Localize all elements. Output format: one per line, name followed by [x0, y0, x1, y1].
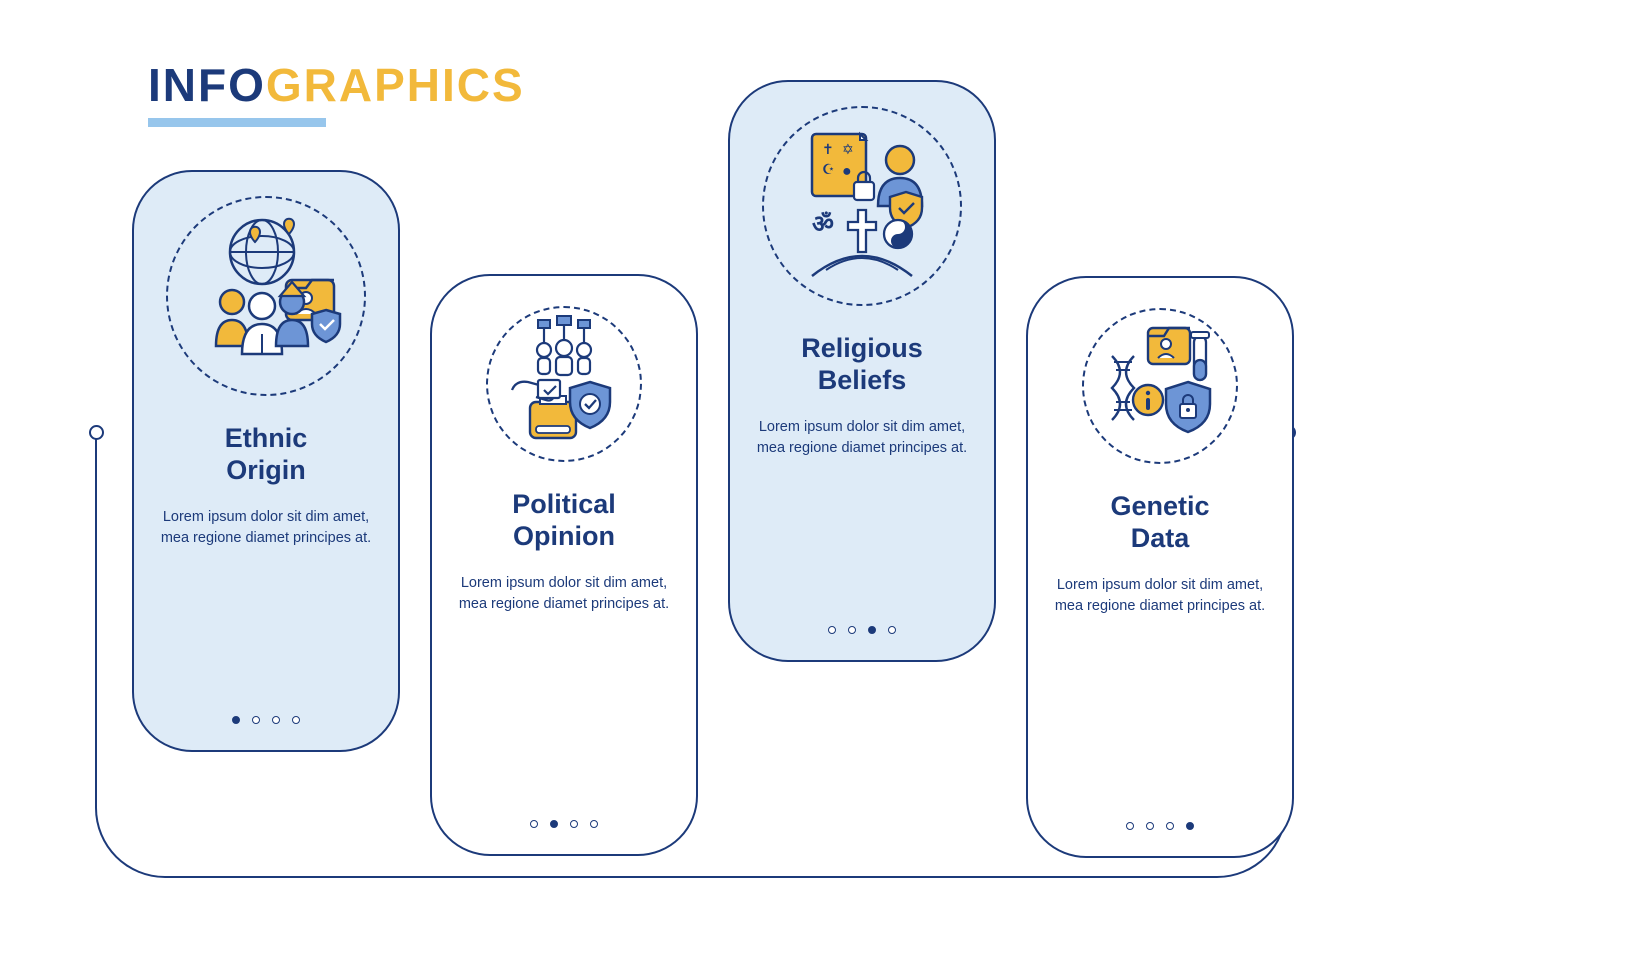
dot [292, 716, 300, 724]
progress-dots [1028, 822, 1292, 830]
progress-dots [134, 716, 398, 724]
dot [848, 626, 856, 634]
dot [530, 820, 538, 828]
progress-dots [730, 626, 994, 634]
cards-row: Ethnic Origin Lorem ipsum dolor sit dim … [120, 80, 1320, 810]
dot [232, 716, 240, 724]
ethnic-icon [166, 196, 366, 396]
card-title: Political Opinion [454, 488, 674, 553]
political-icon [486, 306, 642, 462]
card-title: Genetic Data [1050, 490, 1270, 555]
svg-text:☪: ☪ [822, 161, 835, 177]
card-body: Lorem ipsum dolor sit dim amet, mea regi… [1050, 575, 1270, 617]
card-body: Lorem ipsum dolor sit dim amet, mea regi… [752, 417, 972, 459]
svg-text:✝: ✝ [822, 141, 834, 157]
dot [1166, 822, 1174, 830]
dot [1126, 822, 1134, 830]
progress-dots [432, 820, 696, 828]
card-body: Lorem ipsum dolor sit dim amet, mea regi… [454, 573, 674, 615]
svg-text:●: ● [842, 163, 852, 180]
svg-text:ॐ: ॐ [812, 211, 834, 238]
card-title: Ethnic Origin [156, 422, 376, 487]
dot [1146, 822, 1154, 830]
dot [550, 820, 558, 828]
card-genetic: Genetic Data Lorem ipsum dolor sit dim a… [1026, 276, 1294, 858]
dot [272, 716, 280, 724]
dot [828, 626, 836, 634]
dot [590, 820, 598, 828]
dot [868, 626, 876, 634]
dot [570, 820, 578, 828]
svg-text:✡: ✡ [842, 141, 854, 157]
card-title: Religious Beliefs [752, 332, 972, 397]
card-political: Political Opinion Lorem ipsum dolor sit … [430, 274, 698, 856]
dot [252, 716, 260, 724]
connector-node-left [89, 425, 104, 440]
card-body: Lorem ipsum dolor sit dim amet, mea regi… [156, 507, 376, 549]
card-religious: ✝ ✡ ☪ ● ॐ [728, 80, 996, 662]
religious-icon: ✝ ✡ ☪ ● ॐ [762, 106, 962, 306]
card-ethnic: Ethnic Origin Lorem ipsum dolor sit dim … [132, 170, 400, 752]
dot [888, 626, 896, 634]
genetic-icon [1082, 308, 1238, 464]
dot [1186, 822, 1194, 830]
